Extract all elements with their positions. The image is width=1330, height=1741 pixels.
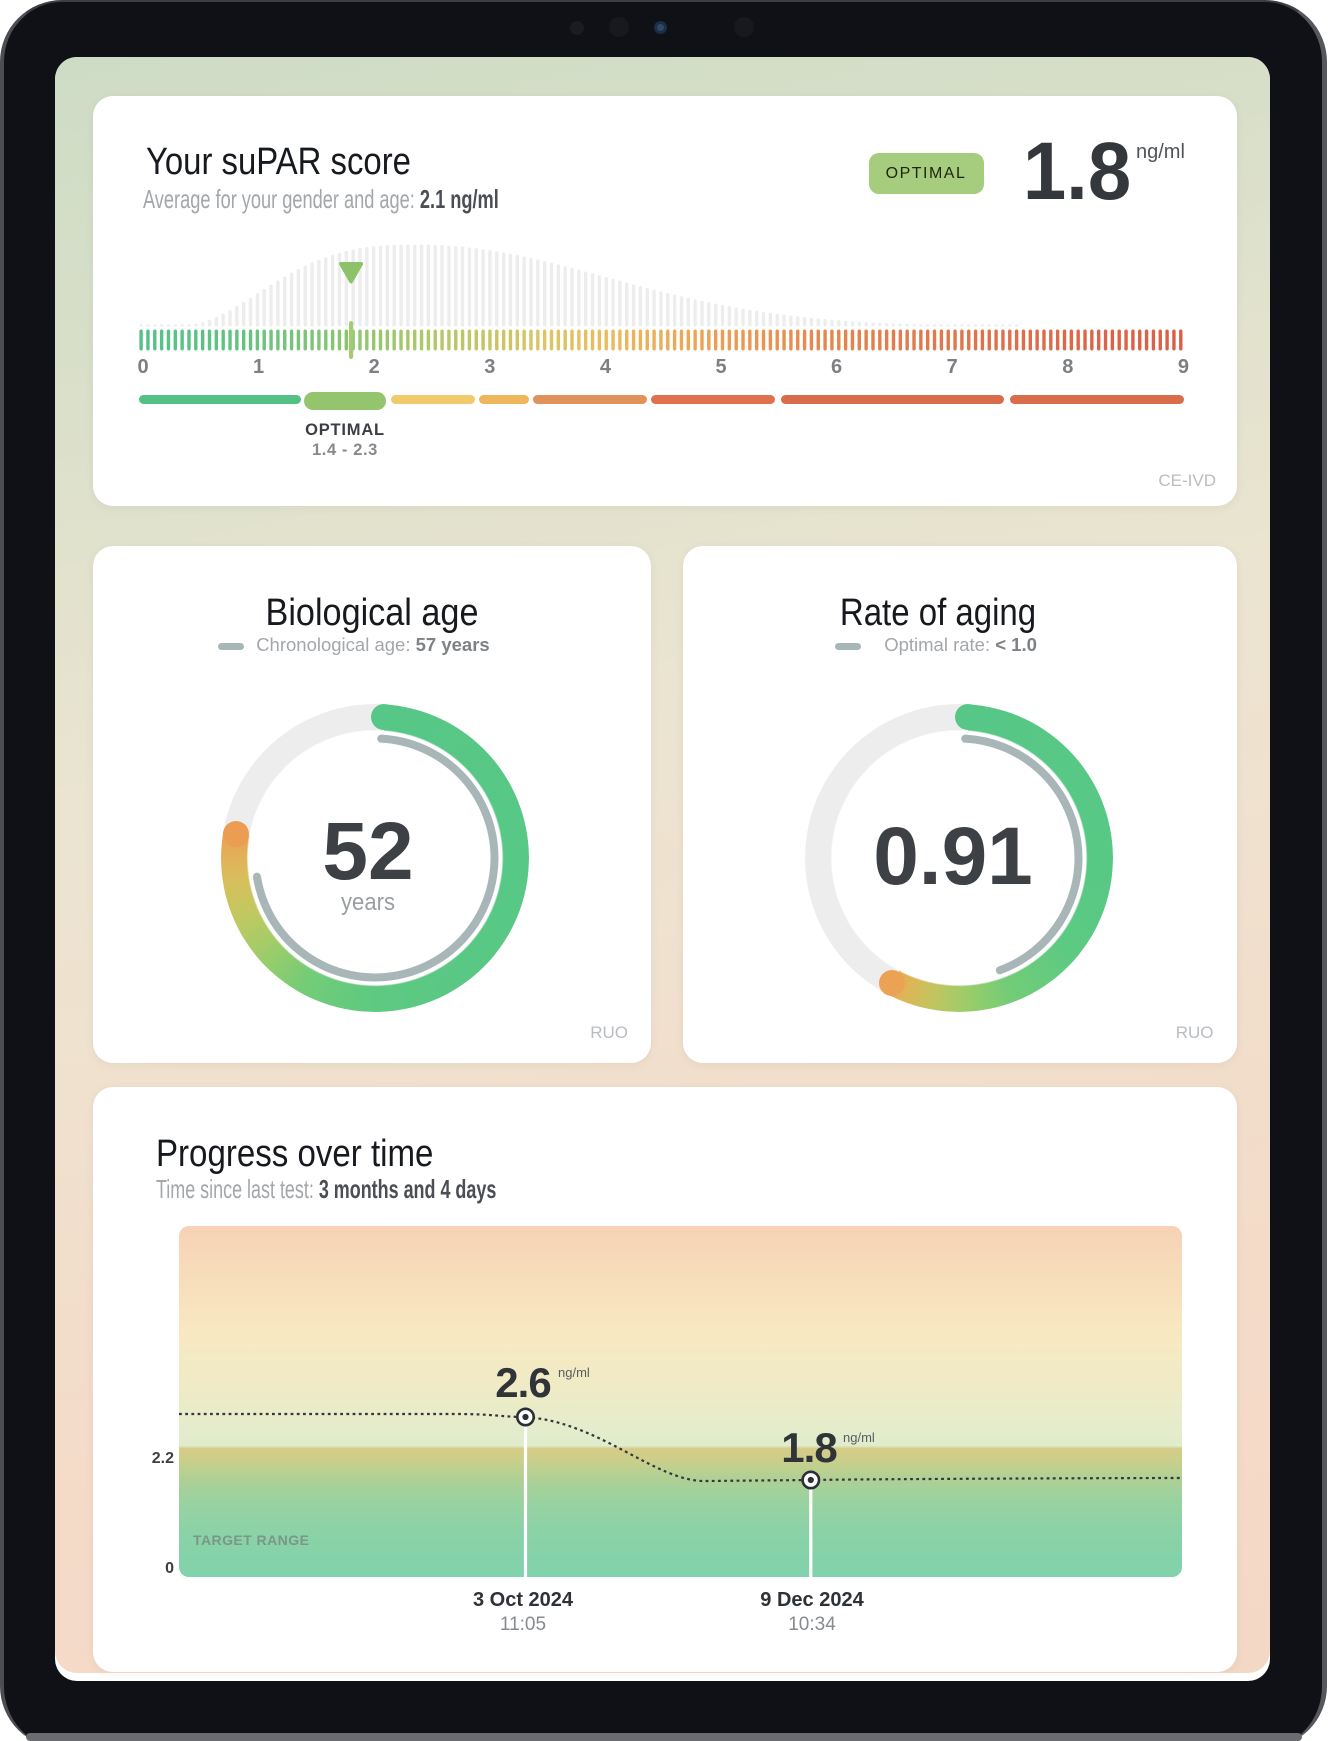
svg-text:5: 5	[715, 356, 726, 378]
svg-text:9: 9	[1178, 356, 1189, 378]
svg-text:0: 0	[137, 356, 148, 378]
svg-text:7: 7	[947, 356, 958, 378]
svg-text:2: 2	[369, 356, 380, 378]
svg-text:4: 4	[600, 356, 612, 378]
svg-text:1: 1	[253, 356, 264, 378]
svg-text:3: 3	[484, 356, 495, 378]
svg-text:6: 6	[831, 356, 842, 378]
svg-text:8: 8	[1062, 356, 1073, 378]
